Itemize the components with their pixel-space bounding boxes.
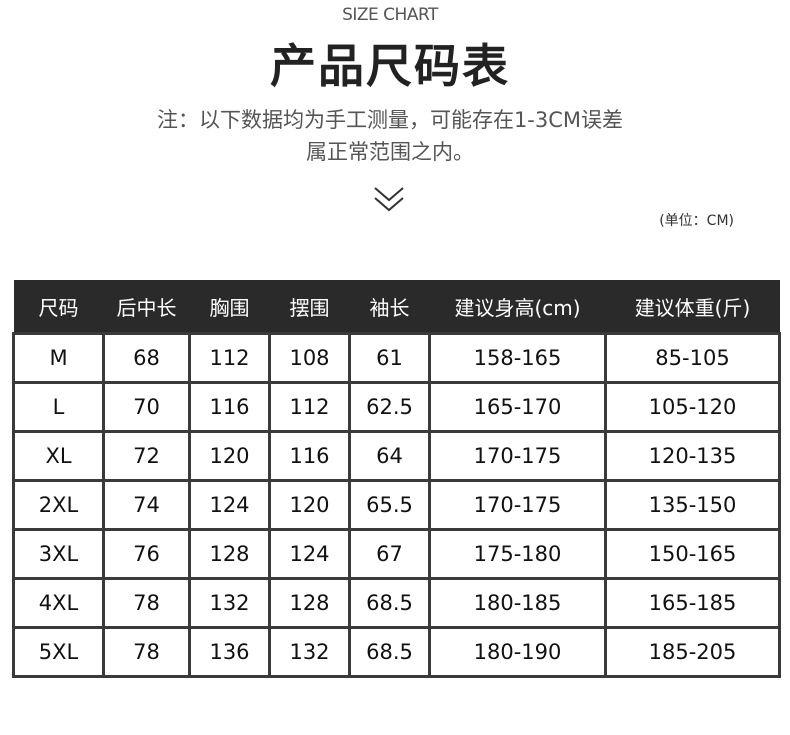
table-cell: 64: [348, 430, 431, 482]
table-row: 5XL 78 136 132 68.5 180-190 185-205: [12, 626, 781, 678]
table-cell: 180-190: [428, 626, 607, 678]
table-cell: 85-105: [604, 332, 781, 384]
table-cell: 124: [188, 479, 271, 531]
table-cell: 68: [102, 332, 191, 384]
table-cell: 74: [102, 479, 191, 531]
table-cell: 105-120: [604, 381, 781, 433]
double-chevron-down-icon: [374, 187, 404, 212]
table-cell: 135-150: [604, 479, 781, 531]
table-cell: 120: [188, 430, 271, 482]
table-cell: 175-180: [428, 528, 607, 580]
size-table: 尺码 后中长 胸围 摆围 袖长 建议身高(cm) 建议体重(斤) M 68 112 108 61 15…: [12, 280, 781, 678]
column-header: 建议体重(斤): [605, 280, 780, 334]
table-cell: 120-135: [604, 430, 781, 482]
table-cell: 165-170: [428, 381, 607, 433]
column-header: 后中长: [103, 280, 190, 334]
table-cell: 108: [268, 332, 351, 384]
table-cell: 116: [268, 430, 351, 482]
table-row: 3XL 76 128 124 67 175-180 150-165: [12, 528, 781, 580]
table-cell: 68.5: [348, 626, 431, 678]
table-cell: M: [12, 332, 105, 384]
table-cell: 150-165: [604, 528, 781, 580]
note-line-2: 属正常范围之内。: [306, 140, 474, 164]
table-cell: 116: [188, 381, 271, 433]
table-cell: 70: [102, 381, 191, 433]
table-cell: 112: [188, 332, 271, 384]
table-cell: 120: [268, 479, 351, 531]
table-cell: 76: [102, 528, 191, 580]
table-cell: XL: [12, 430, 105, 482]
table-cell: 4XL: [12, 577, 105, 629]
column-header: 尺码: [13, 280, 104, 334]
table-cell: 136: [188, 626, 271, 678]
table-cell: 185-205: [604, 626, 781, 678]
table-row: XL 72 120 116 64 170-175 120-135: [12, 430, 781, 482]
table-cell: 3XL: [12, 528, 105, 580]
unit-label: (单位：CM): [659, 213, 734, 229]
table-cell: 158-165: [428, 332, 607, 384]
table-cell: 61: [348, 332, 431, 384]
table-cell: 132: [268, 626, 351, 678]
column-header: 胸围: [189, 280, 270, 334]
column-header: 袖长: [349, 280, 430, 334]
table-cell: 170-175: [428, 430, 607, 482]
table-cell: 112: [268, 381, 351, 433]
page-title: 产品尺码表: [270, 39, 510, 93]
table-cell: 124: [268, 528, 351, 580]
table-row: M 68 112 108 61 158-165 85-105: [12, 332, 781, 384]
note-line-1: 注：以下数据均为手工测量，可能存在1-3CM误差: [156, 108, 624, 132]
table-cell: 2XL: [12, 479, 105, 531]
table-row: L 70 116 112 62.5 165-170 105-120: [12, 381, 781, 433]
table-cell: 67: [348, 528, 431, 580]
table-row: 4XL 78 132 128 68.5 180-185 165-185: [12, 577, 781, 629]
table-header-row: 尺码 后中长 胸围 摆围 袖长 建议身高(cm) 建议体重(斤): [13, 280, 780, 334]
table-cell: 68.5: [348, 577, 431, 629]
table-cell: 128: [188, 528, 271, 580]
table-cell: 165-185: [604, 577, 781, 629]
table-cell: 78: [102, 577, 191, 629]
column-header: 摆围: [269, 280, 350, 334]
table-row: 2XL 74 124 120 65.5 170-175 135-150: [12, 479, 781, 531]
table-cell: 78: [102, 626, 191, 678]
table-cell: 128: [268, 577, 351, 629]
table-cell: 180-185: [428, 577, 607, 629]
table-cell: 170-175: [428, 479, 607, 531]
table-cell: L: [12, 381, 105, 433]
table-cell: 72: [102, 430, 191, 482]
table-cell: 65.5: [348, 479, 431, 531]
table-cell: 62.5: [348, 381, 431, 433]
table-cell: 132: [188, 577, 271, 629]
table-cell: 5XL: [12, 626, 105, 678]
measurement-note: 注：以下数据均为手工测量，可能存在1-3CM误差 属正常范围之内。: [0, 104, 780, 168]
subtitle: SIZE CHART: [342, 5, 438, 25]
column-header: 建议身高(cm): [429, 280, 606, 334]
